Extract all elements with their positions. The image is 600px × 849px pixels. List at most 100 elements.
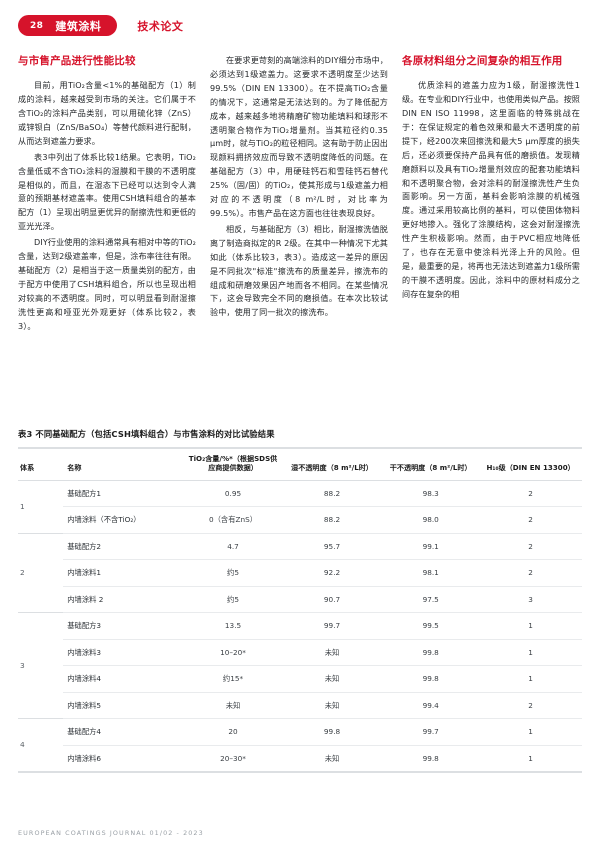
cell-dry-opacity: 99.8 — [382, 665, 480, 693]
table-row: 1 基础配方1 0.95 88.2 98.3 2 — [18, 479, 582, 534]
cell-wet-opacity: 未知 — [281, 665, 383, 693]
cell-wet-opacity: 88.2 — [281, 506, 383, 534]
table-bottom-rule — [18, 771, 582, 774]
table-row: 内墙涂料1 约5 92.2 98.1 2 — [18, 559, 582, 587]
table-row: 内墙涂料 2 约5 90.7 97.5 3 — [18, 586, 582, 614]
table-row: 3 基础配方3 13.5 99.7 99.5 1 — [18, 612, 582, 719]
cell-name: 内墙涂料4 — [63, 665, 185, 693]
cell-system: 3 — [18, 612, 64, 719]
page-footer: EUROPEAN COATINGS JOURNAL 01/02 - 2023 — [18, 829, 204, 837]
column-header-dry-opacity: 干不透明度（8 m²/L时） — [382, 446, 480, 481]
column-header-wet-opacity: 湿不透明度（8 m²/L时） — [281, 446, 383, 481]
cell-dry-opacity: 99.4 — [382, 692, 480, 720]
column-header-h-class: H₁₀级（DIN EN 13300） — [479, 446, 582, 481]
table-caption: 表3 不同基础配方（包括CSH填料组合）与市售涂料的对比试验结果 — [18, 429, 275, 439]
cell-dry-opacity: 98.3 — [382, 479, 480, 508]
cell-dry-opacity: 98.1 — [382, 559, 480, 587]
cell-name: 基础配方1 — [63, 479, 185, 508]
cell-wet-opacity: 95.7 — [281, 532, 383, 561]
cell-h-class: 3 — [479, 586, 582, 614]
cell-wet-opacity: 未知 — [281, 639, 383, 667]
cell-wet-opacity: 99.8 — [281, 718, 383, 746]
table-row: 2 基础配方2 4.7 95.7 99.1 2 — [18, 532, 582, 613]
cell-wet-opacity: 未知 — [324, 753, 340, 763]
cell-h-class: 2 — [479, 532, 582, 561]
cell-dry-opacity: 97.5 — [382, 586, 480, 614]
cell-tio2: 约5 — [184, 559, 282, 587]
table-row: 内墙涂料5 未知 未知 99.4 2 — [18, 692, 582, 720]
cell-h-class: 1 — [479, 718, 582, 746]
cell-name: 内墙涂料6 — [67, 753, 102, 763]
column-header-system: 体系 — [18, 446, 64, 481]
section-pill: 28 建筑涂料 — [18, 15, 118, 36]
masthead: 28 建筑涂料 技术论文 — [0, 0, 600, 36]
cell-h-class: 1 — [479, 665, 582, 693]
cell-dry-opacity: 99.7 — [382, 718, 480, 746]
page-number: 28 — [30, 20, 44, 31]
table-row: 4 基础配方4 20 99.8 99.7 1 — [18, 718, 582, 772]
cell-tio2: 未知 — [184, 692, 282, 720]
cell-system: 2 — [18, 532, 64, 613]
paragraph: 表3中列出了体系比较1结果。它表明，TiO₂含量低或不含TiO₂涂料的湿膜和干膜… — [18, 151, 196, 232]
cell-tio2: 0（含有ZnS） — [184, 506, 282, 534]
cell-system: 1 — [18, 479, 64, 534]
cell-h-class: 1 — [528, 753, 533, 763]
paragraph: 目前，用TiO₂含量<1%的基础配方（1）制成的涂料，越来越受到市场的关注。它们… — [18, 80, 196, 146]
paragraph: 在要求更苛刻的高端涂料的DIY细分市场中，必须达到1级遮盖力。这要求不透明度至少… — [210, 55, 388, 218]
cell-tio2: 约15* — [184, 665, 282, 693]
cell-name: 内墙涂料1 — [63, 559, 185, 587]
cell-name: 内墙涂料5 — [63, 692, 185, 720]
cell-wet-opacity: 88.2 — [281, 479, 383, 508]
column-header-tio2: TiO₂含量/%*（根据SDS供应商提供数据） — [184, 446, 282, 481]
paragraph: 相反，与基础配方（3）相比，耐湿擦洗值脱离了制造商拟定的R 2级。在其中一种情况… — [210, 223, 388, 318]
cell-h-class: 2 — [479, 559, 582, 587]
article-columns: 与市售产品进行性能比较 目前，用TiO₂含量<1%的基础配方（1）制成的涂料，越… — [0, 34, 600, 335]
cell-tio2: 13.5 — [184, 612, 282, 640]
paragraph: 优质涂料的遮盖力应为1级，耐湿擦洗性1级。在专业和DIY行业中，也使用类似产品。… — [402, 80, 580, 299]
cell-wet-opacity: 90.7 — [281, 586, 383, 614]
paragraph: DIY行业使用的涂料通常具有相对中等的TiO₂含量，达到2级遮盖率，但是，涂布率… — [18, 237, 196, 331]
cell-name: 基础配方3 — [63, 612, 185, 640]
left-section-heading: 与市售产品进行性能比较 — [18, 55, 136, 67]
cell-tio2: 20 — [184, 718, 282, 746]
cell-dry-opacity: 98.0 — [382, 506, 480, 534]
cell-h-class: 2 — [479, 692, 582, 720]
cell-name: 内墙涂料3 — [63, 639, 185, 667]
column-left: 与市售产品进行性能比较 目前，用TiO₂含量<1%的基础配方（1）制成的涂料，越… — [18, 54, 196, 335]
article-kicker: 技术论文 — [137, 19, 184, 33]
cell-dry-opacity: 99.1 — [382, 532, 480, 561]
cell-h-class: 2 — [479, 479, 582, 508]
cell-h-class: 2 — [479, 506, 582, 534]
cell-name: 基础配方4 — [63, 718, 185, 746]
cell-dry-opacity: 99.5 — [382, 612, 480, 640]
cell-tio2: 10–20* — [184, 639, 282, 667]
cell-wet-opacity: 92.2 — [281, 559, 383, 587]
table-row: 内墙涂料（不含TiO₂） 0（含有ZnS） 88.2 98.0 2 — [18, 506, 582, 534]
cell-system: 4 — [18, 718, 64, 772]
cell-h-class: 1 — [479, 612, 582, 640]
table-body: 1 基础配方1 0.95 88.2 98.3 2 内墙涂料（不含TiO₂） 0（含有ZnS） 8… — [18, 479, 582, 772]
cell-tio2: 4.7 — [184, 532, 282, 561]
cell-wet-opacity: 99.7 — [281, 612, 383, 640]
table-head: 体系 名称 TiO₂含量/%*（根据SDS供应商提供数据） 湿不透明度（8 m²… — [18, 446, 582, 481]
right-section-heading: 各原材料组分之间复杂的相互作用 — [402, 55, 563, 67]
results-table-block: 表3 不同基础配方（包括CSH填料组合）与市售涂料的对比试验结果 体系 名称 T… — [18, 428, 582, 774]
results-table: 体系 名称 TiO₂含量/%*（根据SDS供应商提供数据） 湿不透明度（8 m²… — [18, 446, 582, 772]
table-row: 内墙涂料6 20–30* 未知 99.8 1 — [18, 745, 582, 771]
cell-tio2: 约5 — [184, 586, 282, 614]
table-row: 内墙涂料3 10–20* 未知 99.8 1 — [18, 639, 582, 667]
cell-tio2: 20–30* — [220, 753, 246, 763]
column-middle: 在要求更苛刻的高端涂料的DIY细分市场中，必须达到1级遮盖力。这要求不透明度至少… — [210, 54, 388, 335]
table-header-row: 体系 名称 TiO₂含量/%*（根据SDS供应商提供数据） 湿不透明度（8 m²… — [18, 446, 582, 481]
column-right: 各原材料组分之间复杂的相互作用 优质涂料的遮盖力应为1级，耐湿擦洗性1级。在专业… — [402, 54, 580, 335]
cell-wet-opacity: 未知 — [281, 692, 383, 720]
cell-name: 内墙涂料（不含TiO₂） — [63, 506, 185, 534]
cell-h-class: 1 — [479, 639, 582, 667]
column-header-name: 名称 — [63, 446, 185, 481]
cell-tio2: 0.95 — [184, 479, 282, 508]
section-label: 建筑涂料 — [55, 19, 102, 33]
table-row: 内墙涂料4 约15* 未知 99.8 1 — [18, 665, 582, 693]
cell-dry-opacity: 99.8 — [422, 753, 439, 763]
cell-dry-opacity: 99.8 — [382, 639, 480, 667]
